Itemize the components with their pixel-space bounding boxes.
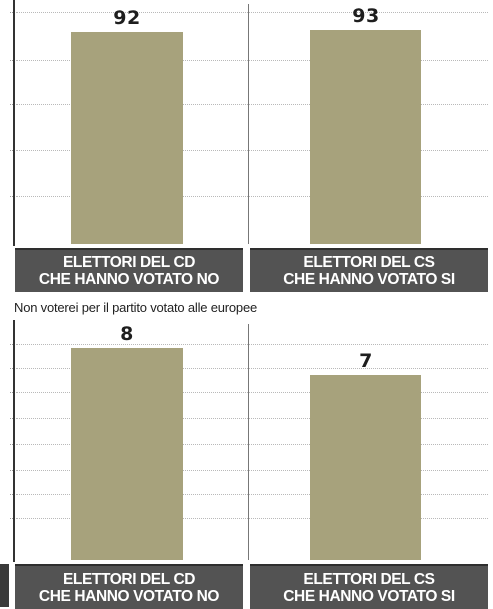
data-label: 7 xyxy=(359,349,373,372)
category-label-line1: ELETTORI DEL CD xyxy=(62,254,196,271)
category-label: ELETTORI DEL CD CHE HANNO VOTATO NO xyxy=(15,564,243,609)
gridline xyxy=(16,368,488,369)
category-label: ELETTORI DEL CS CHE HANNO VOTATO SI xyxy=(250,564,488,609)
bar-1-1 xyxy=(71,32,183,244)
gridline xyxy=(16,518,488,519)
gridline xyxy=(16,150,488,151)
axis-tick xyxy=(10,150,15,151)
category-label-line1: ELETTORI DEL CS xyxy=(303,254,435,271)
category-label-line2: CHE HANNO VOTATO NO xyxy=(38,587,220,605)
category-label: ELETTORI DEL CS CHE HANNO VOTATO SI xyxy=(250,248,488,292)
data-label: 8 xyxy=(120,323,134,345)
gridline xyxy=(16,104,488,105)
gridline xyxy=(16,196,488,197)
category-label-line2: CHE HANNO VOTATO SI xyxy=(283,271,455,288)
gridline xyxy=(16,444,488,445)
axis-tick xyxy=(10,518,15,519)
left-axis-rule xyxy=(13,320,15,562)
category-label-line1: ELETTORI DEL CD xyxy=(62,570,196,588)
axis-tick xyxy=(10,444,15,445)
category-label-line1: ELETTORI DEL CS xyxy=(303,570,435,588)
category-label-line2: CHE HANNO VOTATO SI xyxy=(283,587,455,605)
axis-tick xyxy=(10,368,15,369)
gridline xyxy=(16,470,488,471)
gridline xyxy=(16,12,488,13)
gridline xyxy=(16,392,488,393)
axis-tick xyxy=(10,104,15,105)
axis-tick xyxy=(10,418,15,419)
column-divider xyxy=(248,324,249,560)
axis-tick xyxy=(10,12,15,13)
chart-2-title: Non voterei per il partito votato alle e… xyxy=(14,300,258,315)
category-label: ELETTORI DEL CD CHE HANNO VOTATO NO xyxy=(15,248,243,292)
axis-tick xyxy=(10,60,15,61)
bar-1-2 xyxy=(310,30,421,244)
gridline xyxy=(16,60,488,61)
axis-tick xyxy=(10,196,15,197)
edge-stub xyxy=(0,564,9,607)
gridline xyxy=(16,494,488,495)
gridline xyxy=(16,418,488,419)
bar-2-2 xyxy=(310,374,421,560)
bar-2-1 xyxy=(71,348,183,560)
data-label: 93 xyxy=(352,5,380,28)
gridline xyxy=(16,344,488,345)
axis-tick xyxy=(10,470,15,471)
data-label: 92 xyxy=(113,7,141,30)
category-label-line2: CHE HANNO VOTATO NO xyxy=(38,271,220,288)
axis-tick xyxy=(10,392,15,393)
axis-tick xyxy=(10,344,15,345)
column-divider xyxy=(248,4,249,244)
left-axis-rule xyxy=(13,0,15,246)
axis-tick xyxy=(10,494,15,495)
